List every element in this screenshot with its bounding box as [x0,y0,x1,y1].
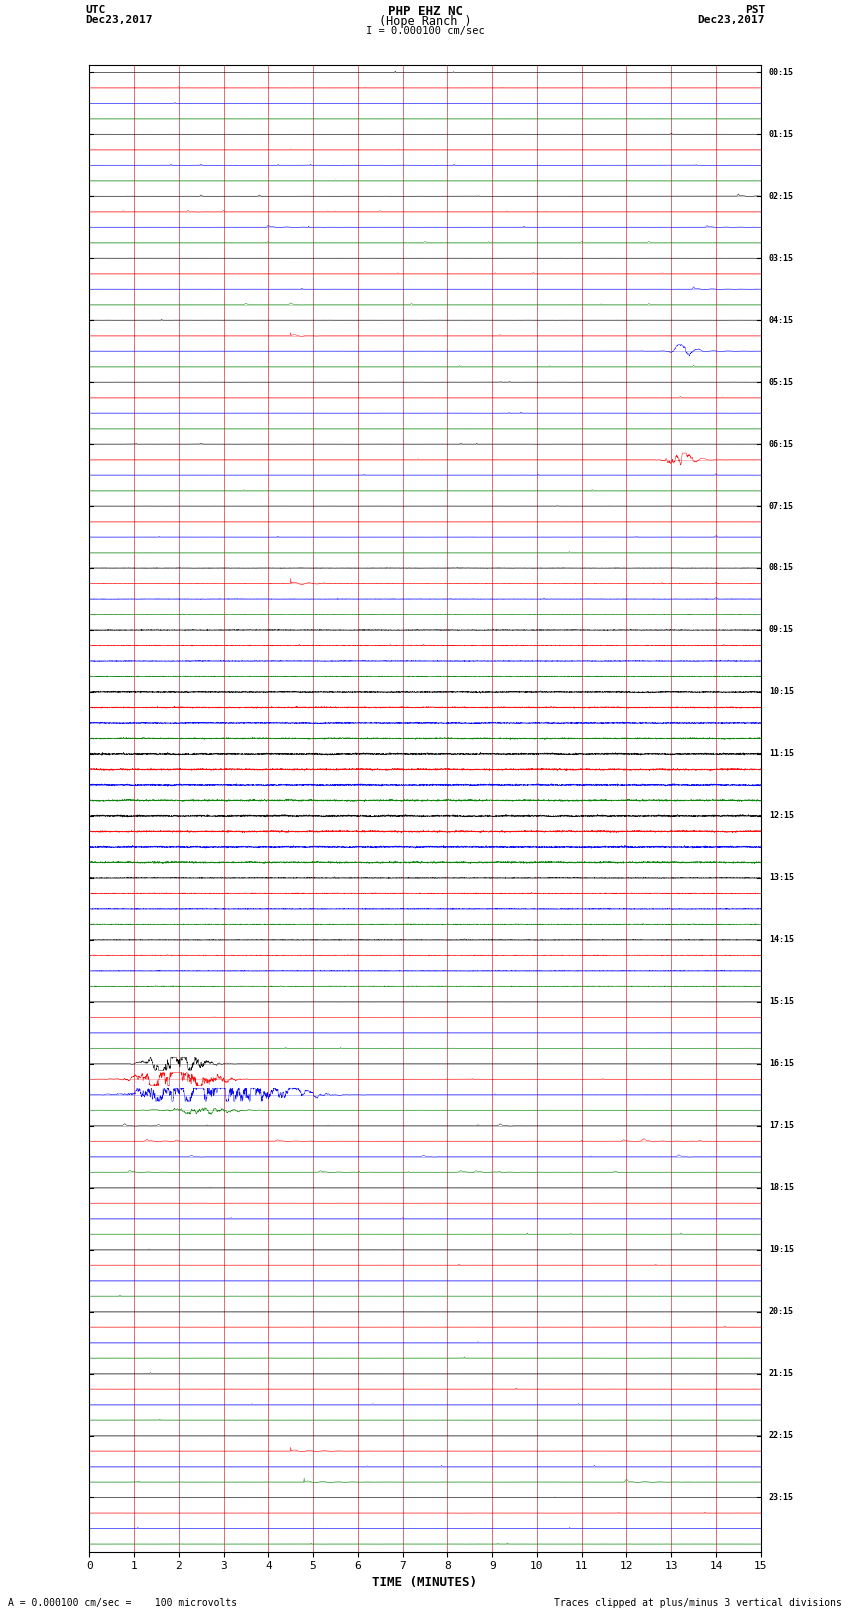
Text: 01:15: 01:15 [768,129,794,139]
Text: Traces clipped at plus/minus 3 vertical divisions: Traces clipped at plus/minus 3 vertical … [553,1598,842,1608]
Text: 23:15: 23:15 [768,1494,794,1502]
Text: 18:15: 18:15 [768,1184,794,1192]
Text: Dec23,2017: Dec23,2017 [698,15,765,24]
Text: 07:15: 07:15 [768,502,794,511]
Text: 09:15: 09:15 [768,626,794,634]
Text: 06:15: 06:15 [768,440,794,448]
Text: 12:15: 12:15 [768,811,794,821]
Text: 22:15: 22:15 [768,1431,794,1440]
Text: (Hope Ranch ): (Hope Ranch ) [379,15,471,27]
Text: Dec23,2017: Dec23,2017 [85,15,152,24]
Text: 17:15: 17:15 [768,1121,794,1131]
Text: 15:15: 15:15 [768,997,794,1007]
Text: 02:15: 02:15 [768,192,794,200]
Text: 13:15: 13:15 [768,873,794,882]
Text: 14:15: 14:15 [768,936,794,944]
Text: 08:15: 08:15 [768,563,794,573]
Text: PST: PST [745,5,765,15]
Text: 03:15: 03:15 [768,253,794,263]
Text: UTC: UTC [85,5,105,15]
Text: I = 0.000100 cm/sec: I = 0.000100 cm/sec [366,26,484,35]
Text: 00:15: 00:15 [768,68,794,77]
Text: 10:15: 10:15 [768,687,794,697]
Text: 16:15: 16:15 [768,1060,794,1068]
X-axis label: TIME (MINUTES): TIME (MINUTES) [372,1576,478,1589]
Text: 04:15: 04:15 [768,316,794,324]
Text: A = 0.000100 cm/sec =    100 microvolts: A = 0.000100 cm/sec = 100 microvolts [8,1598,238,1608]
Text: 21:15: 21:15 [768,1369,794,1378]
Text: PHP EHZ NC: PHP EHZ NC [388,5,462,18]
Text: 05:15: 05:15 [768,377,794,387]
Text: 11:15: 11:15 [768,750,794,758]
Text: 20:15: 20:15 [768,1307,794,1316]
Text: 19:15: 19:15 [768,1245,794,1255]
